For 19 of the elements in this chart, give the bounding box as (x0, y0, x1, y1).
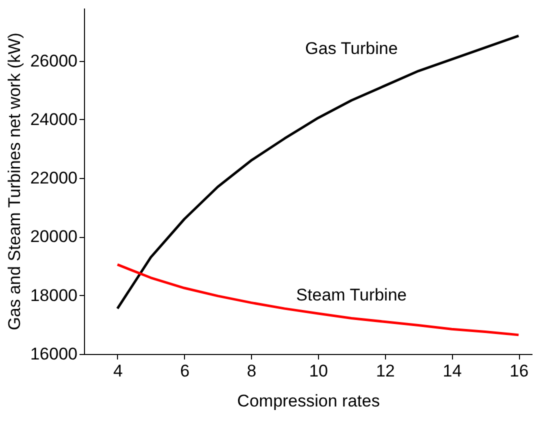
x-tick-label: 6 (180, 362, 190, 380)
line-series (116, 34, 520, 310)
y-tick-label: 18000 (30, 286, 78, 305)
x-tick-label: 14 (442, 362, 462, 380)
y-tick-label: 22000 (30, 168, 78, 188)
y-tick-label: 16000 (30, 344, 78, 364)
x-tick-label: 12 (376, 362, 395, 380)
x-axis-title: Compression rates (237, 392, 380, 410)
y-tick-label: 26000 (30, 51, 78, 70)
y-axis-title: Gas and Steam Turbines net work (kW) (5, 32, 24, 330)
line-series (116, 263, 520, 336)
x-tick-label: 16 (510, 362, 529, 380)
x-tick-label: 8 (246, 362, 256, 380)
x-tick-label: 4 (113, 362, 123, 380)
series-label: Steam Turbine (296, 285, 407, 304)
series-label: Gas Turbine (305, 39, 398, 58)
x-tick-label: 10 (309, 362, 328, 380)
y-tick-label: 24000 (30, 110, 78, 129)
y-tick-label: 20000 (30, 227, 78, 246)
